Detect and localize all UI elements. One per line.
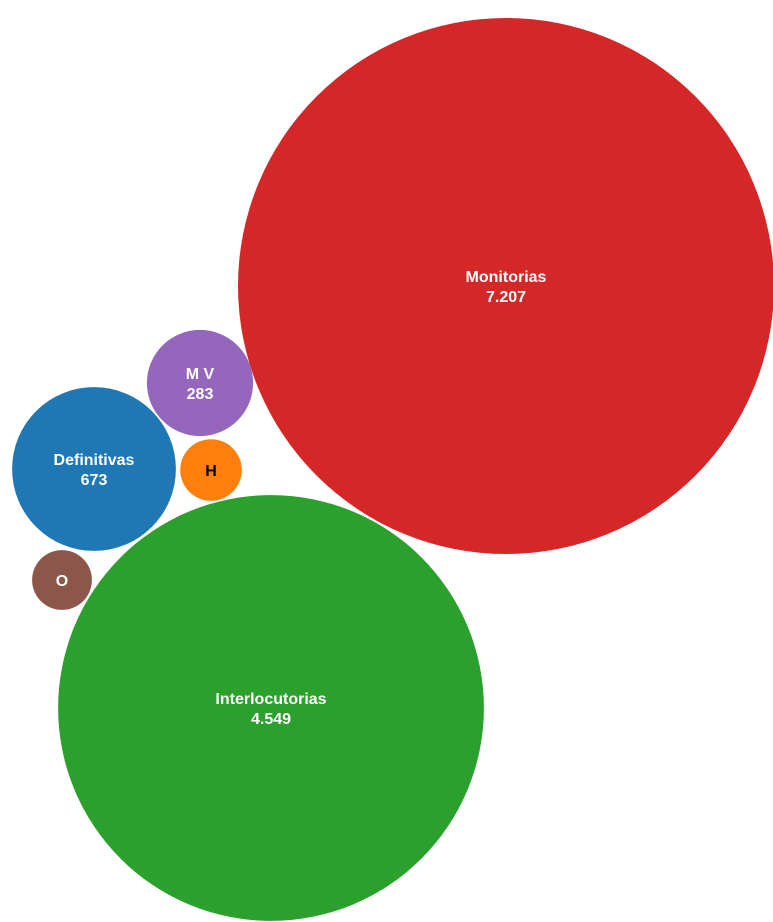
- bubble-h[interactable]: [180, 439, 242, 501]
- bubble-monitorias[interactable]: [238, 18, 773, 554]
- bubble-value-monitorias: 7.207: [486, 289, 526, 306]
- bubbles-group: Monitorias 7.207 Interlocutorias 4.549 Defin…: [12, 18, 773, 921]
- bubble-value-m-v: 283: [187, 386, 214, 403]
- bubble-label-definitivas: Definitivas: [54, 452, 135, 469]
- bubble-interlocutorias[interactable]: [58, 495, 484, 921]
- bubble-label-monitorias: Monitorias: [466, 269, 547, 286]
- bubble-value-definitivas: 673: [81, 472, 108, 489]
- bubble-label-h: H: [205, 463, 217, 480]
- bubble-label-o: O: [56, 573, 68, 590]
- bubble-m-v[interactable]: [146, 329, 254, 437]
- bubble-definitivas[interactable]: [12, 387, 176, 551]
- bubble-o[interactable]: [32, 550, 92, 610]
- bubble-label-m-v: M V: [186, 366, 215, 383]
- bubble-label-interlocutorias: Interlocutorias: [215, 691, 326, 708]
- bubble-value-interlocutorias: 4.549: [251, 711, 291, 728]
